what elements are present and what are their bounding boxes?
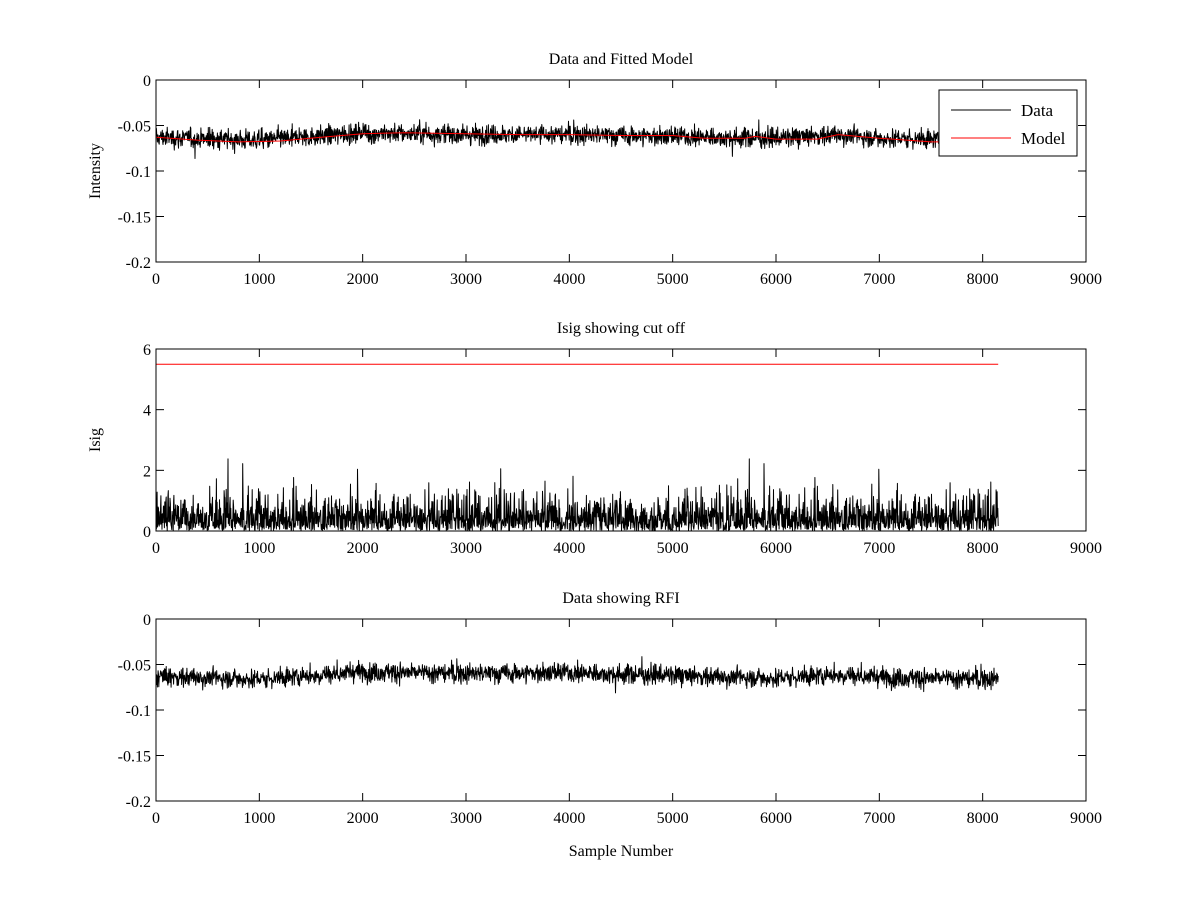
x-tick-label: 4000 <box>553 810 585 827</box>
chart-title: Isig showing cut off <box>557 320 686 337</box>
y-tick-label: 6 <box>143 342 151 359</box>
x-tick-label: 4000 <box>553 271 585 288</box>
legend: Data Model <box>938 89 1078 157</box>
y-tick-label: 2 <box>143 463 151 480</box>
x-tick-label: 9000 <box>1070 810 1102 827</box>
x-tick-label: 1000 <box>243 540 275 557</box>
chart-title: Data and Fitted Model <box>549 51 694 68</box>
y-tick-label: 0 <box>143 73 151 90</box>
x-tick-label: 2000 <box>347 271 379 288</box>
x-tick-label: 6000 <box>760 810 792 827</box>
x-axis-label: Sample Number <box>569 843 674 860</box>
x-tick-label: 8000 <box>967 271 999 288</box>
x-tick-label: 9000 <box>1070 540 1102 557</box>
subplot-3: 0 1000 2000 3000 4000 5000 6000 7000 8000 9000 -0.… <box>118 590 1102 860</box>
x-tick-label: 6000 <box>760 271 792 288</box>
axes-frame <box>155 348 1087 532</box>
x-tick-label: 8000 <box>967 810 999 827</box>
x-tick-label: 7000 <box>863 810 895 827</box>
x-tick-label: 7000 <box>863 271 895 288</box>
y-axis-label: Isig <box>87 428 104 452</box>
x-tick-label: 4000 <box>553 540 585 557</box>
x-tick-label: 3000 <box>450 271 482 288</box>
plot-area <box>156 656 999 694</box>
y-tick-label: -0.05 <box>118 119 151 136</box>
x-tick-label: 3000 <box>450 540 482 557</box>
x-tick-label: 1000 <box>243 271 275 288</box>
x-tick-label: 5000 <box>657 810 689 827</box>
y-tick-label: -0.2 <box>126 794 151 811</box>
x-tick-label: 0 <box>152 540 160 557</box>
x-tick-label: 9000 <box>1070 271 1102 288</box>
x-tick-label: 3000 <box>450 810 482 827</box>
y-tick-label: 0 <box>143 524 151 541</box>
chart-title: Data showing RFI <box>562 590 679 607</box>
plot-area <box>156 363 999 531</box>
y-tick-label: 4 <box>143 403 151 420</box>
axes-frame <box>155 618 1087 802</box>
y-tick-label: 0 <box>143 612 151 629</box>
y-tick-label: -0.05 <box>118 658 151 675</box>
x-tick-label: 1000 <box>243 810 275 827</box>
subplot-1: 0 1000 2000 3000 4000 5000 6000 7000 8000 9000 -0.… <box>87 51 1102 288</box>
plot-area <box>156 119 999 159</box>
x-tick-label: 5000 <box>657 540 689 557</box>
y-tick-label: -0.2 <box>126 255 151 272</box>
series-isig-line <box>156 458 999 531</box>
legend-label-data: Data <box>1021 101 1054 120</box>
subplot-2: 0 1000 2000 3000 4000 5000 6000 7000 8000 9000 0 2 4… <box>87 320 1102 557</box>
legend-label-model: Model <box>1021 129 1066 148</box>
series-data-line <box>156 656 999 694</box>
series-data-line <box>156 119 999 159</box>
x-tick-label: 7000 <box>863 540 895 557</box>
y-tick-label: -0.15 <box>118 210 151 227</box>
x-tick-label: 0 <box>152 810 160 827</box>
x-tick-label: 2000 <box>347 540 379 557</box>
y-tick-label: -0.1 <box>126 703 151 720</box>
y-axis-label: Intensity <box>87 143 104 199</box>
x-tick-label: 0 <box>152 271 160 288</box>
x-tick-label: 8000 <box>967 540 999 557</box>
x-tick-label: 2000 <box>347 810 379 827</box>
y-tick-label: -0.1 <box>126 164 151 181</box>
x-tick-label: 5000 <box>657 271 689 288</box>
x-tick-label: 6000 <box>760 540 792 557</box>
y-tick-label: -0.15 <box>118 749 151 766</box>
series-model-line <box>156 132 999 143</box>
legend-box <box>938 89 1078 157</box>
